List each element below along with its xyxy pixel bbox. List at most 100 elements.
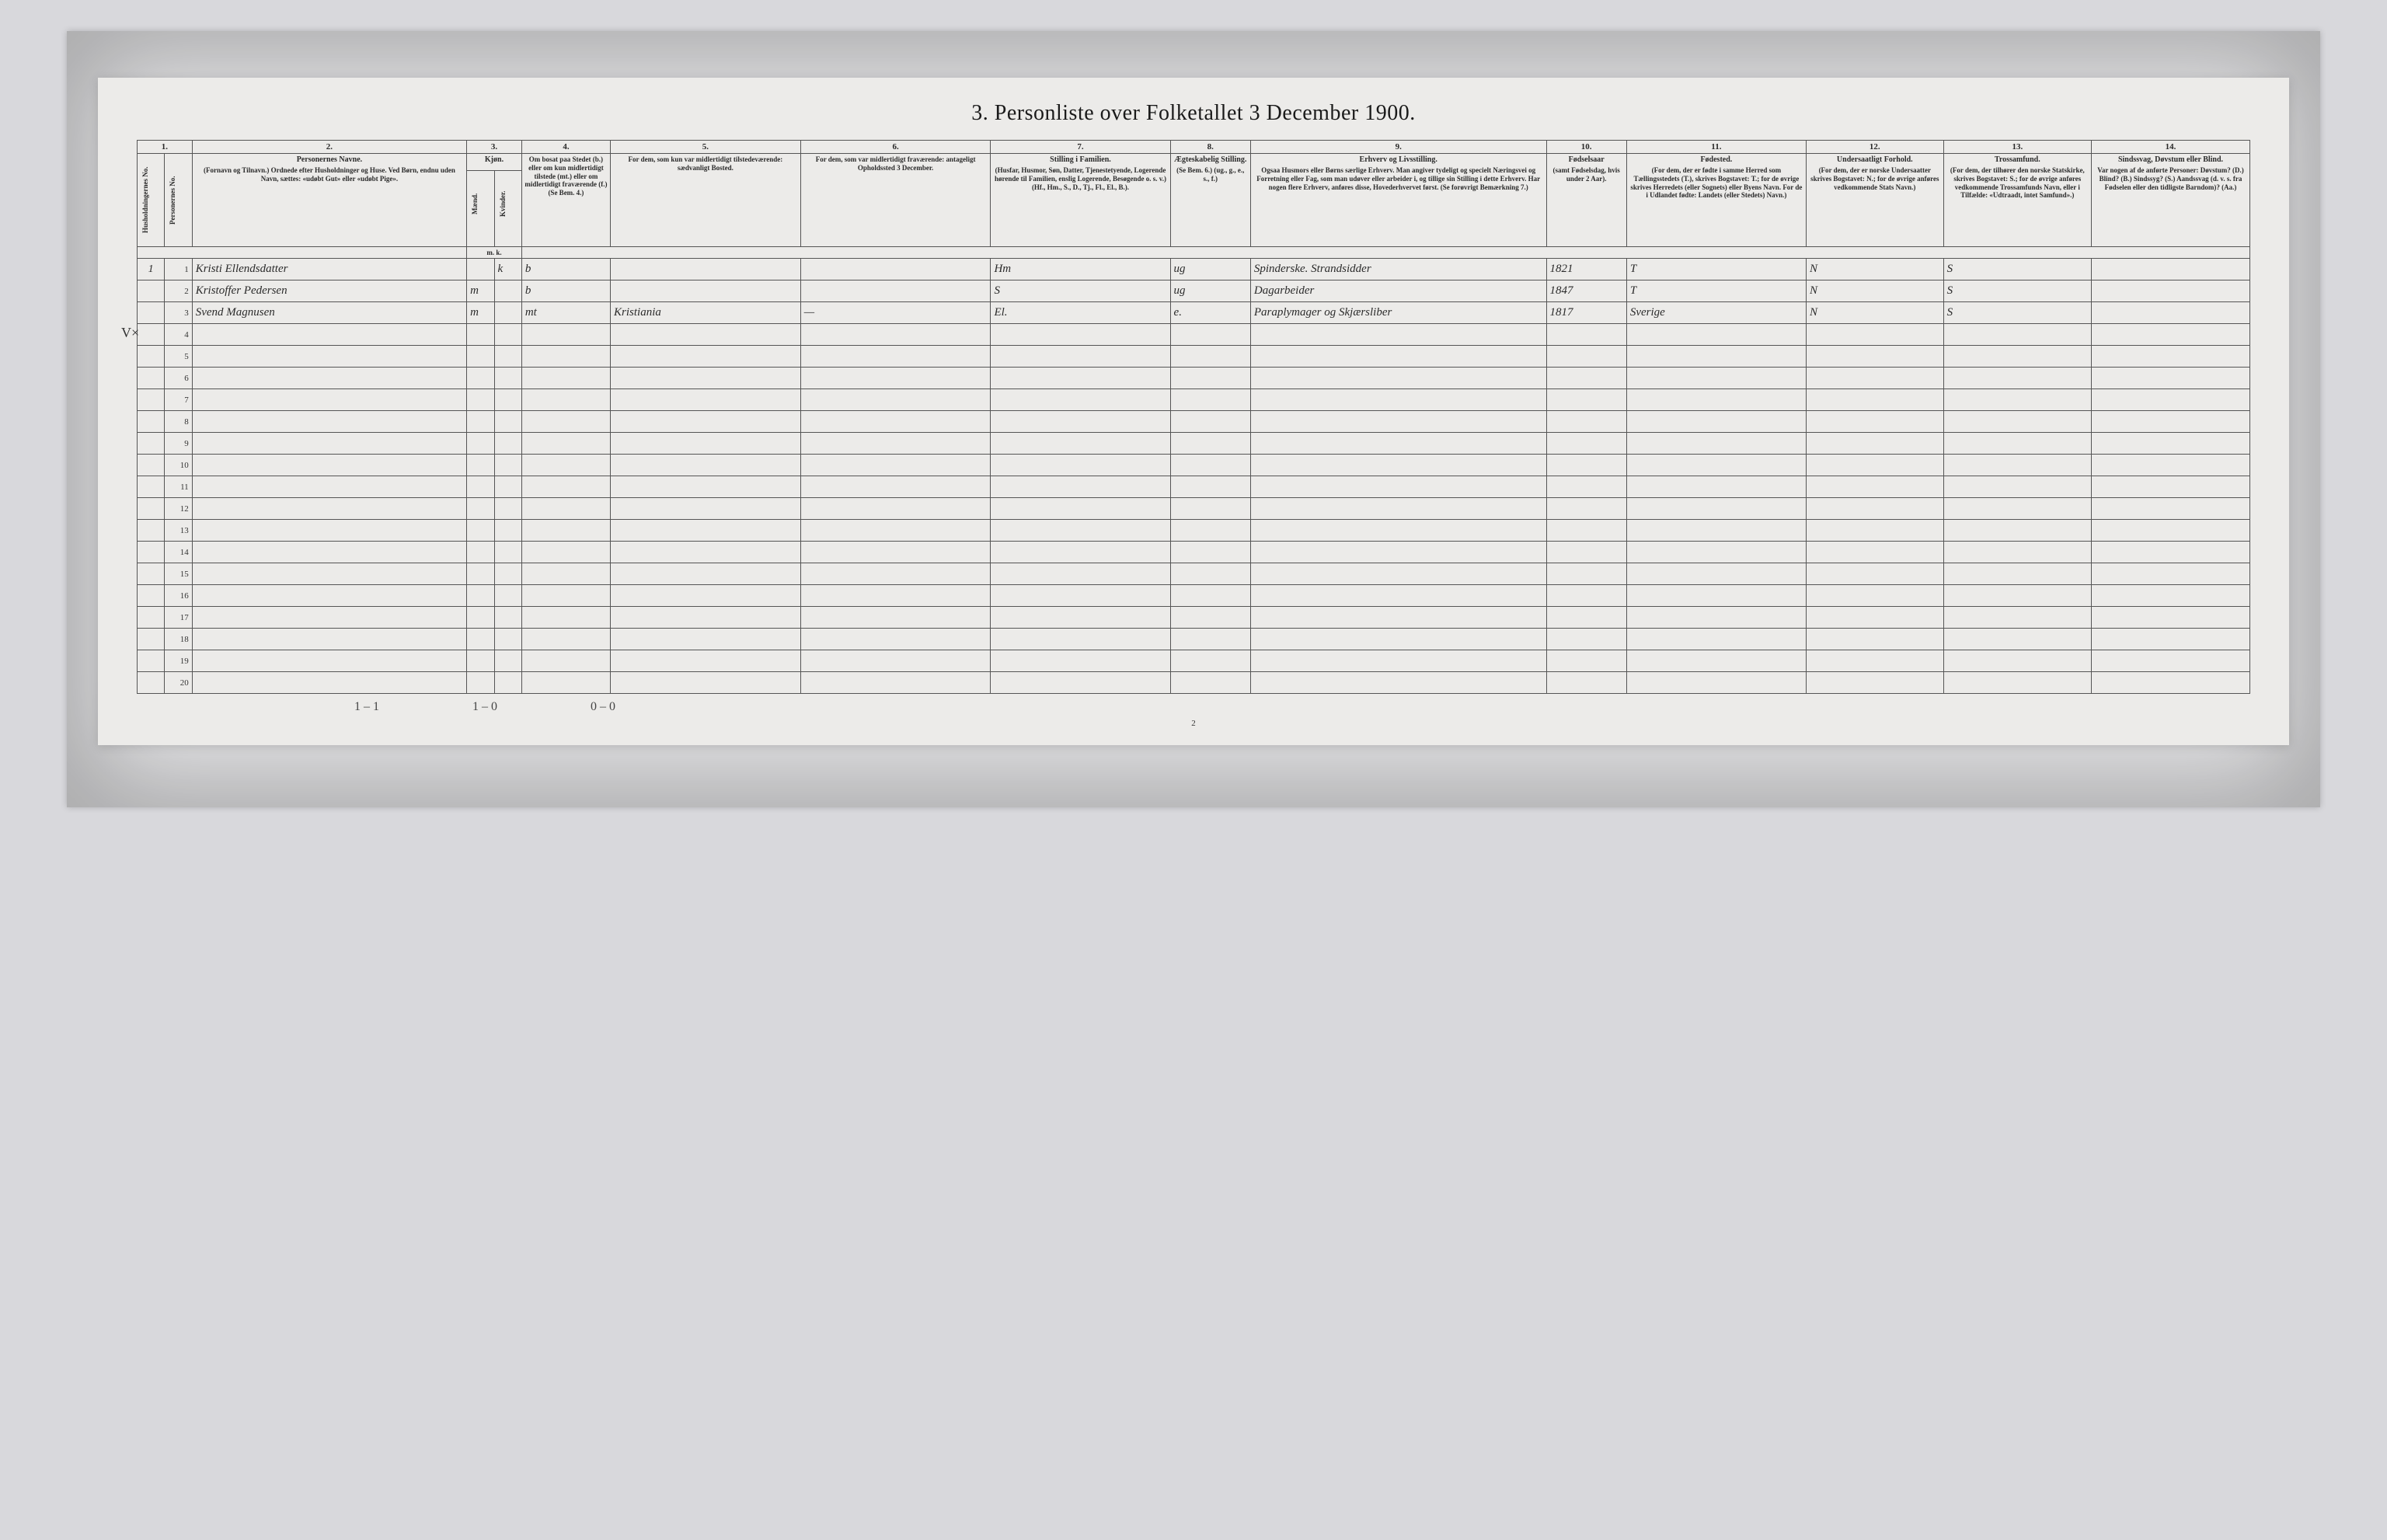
cell-empty <box>1170 433 1250 455</box>
cell-person-no: 7 <box>165 389 192 411</box>
cell-whereabouts <box>800 259 991 280</box>
cell-empty <box>991 607 1170 629</box>
tally-a: 1 – 1 <box>354 700 379 714</box>
cell-empty <box>494 476 521 498</box>
cell-empty <box>800 324 991 346</box>
cell-empty <box>1250 607 1546 629</box>
cell-empty <box>1546 476 1626 498</box>
cell-usual-residence <box>611 259 801 280</box>
table-row-empty: 5 <box>138 346 2250 368</box>
cell-sex-m: m <box>467 302 494 324</box>
cell-empty <box>1626 455 1806 476</box>
cell-religion: S <box>1943 302 2091 324</box>
cell-household-no <box>138 389 165 411</box>
tally-b: 1 – 0 <box>472 700 497 714</box>
cell-empty <box>1943 498 2091 520</box>
cell-residence: b <box>521 259 610 280</box>
cell-empty <box>1626 585 1806 607</box>
cell-empty <box>1250 411 1546 433</box>
cell-empty <box>1170 542 1250 563</box>
cell-empty <box>611 324 801 346</box>
hdr-male: Mænd. <box>467 170 494 246</box>
cell-family-pos: Hm <box>991 259 1170 280</box>
cell-empty <box>800 520 991 542</box>
cell-empty <box>494 346 521 368</box>
hdr-family-pos: Stilling i Familien. (Husfar, Husmor, Sø… <box>991 154 1170 247</box>
cell-empty <box>521 433 610 455</box>
cell-empty <box>1626 607 1806 629</box>
cell-empty <box>521 476 610 498</box>
cell-religion: S <box>1943 259 2091 280</box>
cell-empty <box>800 389 991 411</box>
cell-empty <box>611 563 801 585</box>
cell-sex-k <box>494 280 521 302</box>
cell-occupation: Spinderske. Strandsidder <box>1250 259 1546 280</box>
cell-sex-m: m <box>467 280 494 302</box>
cell-occupation: Paraplymager og Skjærsliber <box>1250 302 1546 324</box>
hdr-temp-absent: For dem, som var midlertidigt fraværende… <box>800 154 991 247</box>
cell-empty <box>1250 324 1546 346</box>
colnum-row: 1. 2. 3. 4. 5. 6. 7. 8. 9. 10. 11. 12. 1… <box>138 141 2250 154</box>
cell-person-no: 19 <box>165 650 192 672</box>
cell-empty <box>611 476 801 498</box>
cell-empty <box>1250 476 1546 498</box>
cell-empty <box>1806 346 1943 368</box>
table-row: 11Kristi EllendsdatterkbHmugSpinderske. … <box>138 259 2250 280</box>
cell-empty <box>1626 520 1806 542</box>
table-row-empty: 7 <box>138 389 2250 411</box>
cell-empty <box>611 346 801 368</box>
cell-empty <box>467 607 494 629</box>
cell-person-no: 4 <box>165 324 192 346</box>
hdr-birthyear: Fødselsaar (samt Fødselsdag, hvis under … <box>1546 154 1626 247</box>
cell-empty <box>1943 389 2091 411</box>
table-row-empty: 18 <box>138 629 2250 650</box>
cell-person-no: 3 <box>165 302 192 324</box>
cell-empty <box>1626 563 1806 585</box>
cell-empty <box>1806 368 1943 389</box>
colnum: 11. <box>1626 141 1806 154</box>
cell-empty <box>800 433 991 455</box>
table-row: 2Kristoffer PedersenmbSugDagarbeider1847… <box>138 280 2250 302</box>
cell-empty <box>2092 433 2250 455</box>
cell-empty <box>192 672 466 694</box>
cell-empty <box>1626 346 1806 368</box>
cell-empty <box>1250 542 1546 563</box>
cell-empty <box>192 346 466 368</box>
cell-empty <box>611 607 801 629</box>
cell-sex-m <box>467 259 494 280</box>
cell-empty <box>2092 455 2250 476</box>
cell-empty <box>2092 368 2250 389</box>
cell-empty <box>991 455 1170 476</box>
cell-empty <box>467 476 494 498</box>
cell-empty <box>467 346 494 368</box>
cell-empty <box>611 629 801 650</box>
cell-residence: b <box>521 280 610 302</box>
cell-person-no: 6 <box>165 368 192 389</box>
cell-religion: S <box>1943 280 2091 302</box>
cell-empty <box>2092 585 2250 607</box>
cell-birthyear: 1817 <box>1546 302 1626 324</box>
cell-empty <box>1170 324 1250 346</box>
cell-nationality: N <box>1806 280 1943 302</box>
cell-empty <box>991 368 1170 389</box>
cell-empty <box>1546 520 1626 542</box>
cell-empty <box>467 563 494 585</box>
cell-empty <box>1626 411 1806 433</box>
cell-empty <box>1626 476 1806 498</box>
cell-birthyear: 1821 <box>1546 259 1626 280</box>
cell-empty <box>991 542 1170 563</box>
cell-empty <box>1250 455 1546 476</box>
cell-person-no: 12 <box>165 498 192 520</box>
cell-name: Svend Magnusen <box>192 302 466 324</box>
cell-empty <box>1626 498 1806 520</box>
cell-person-no: 16 <box>165 585 192 607</box>
cell-name: Kristoffer Pedersen <box>192 280 466 302</box>
cell-empty <box>1806 650 1943 672</box>
cell-empty <box>991 476 1170 498</box>
cell-empty <box>2092 346 2250 368</box>
cell-empty <box>1546 607 1626 629</box>
cell-person-no: 15 <box>165 563 192 585</box>
cell-household-no <box>138 607 165 629</box>
cell-empty <box>991 585 1170 607</box>
cell-empty <box>1546 650 1626 672</box>
